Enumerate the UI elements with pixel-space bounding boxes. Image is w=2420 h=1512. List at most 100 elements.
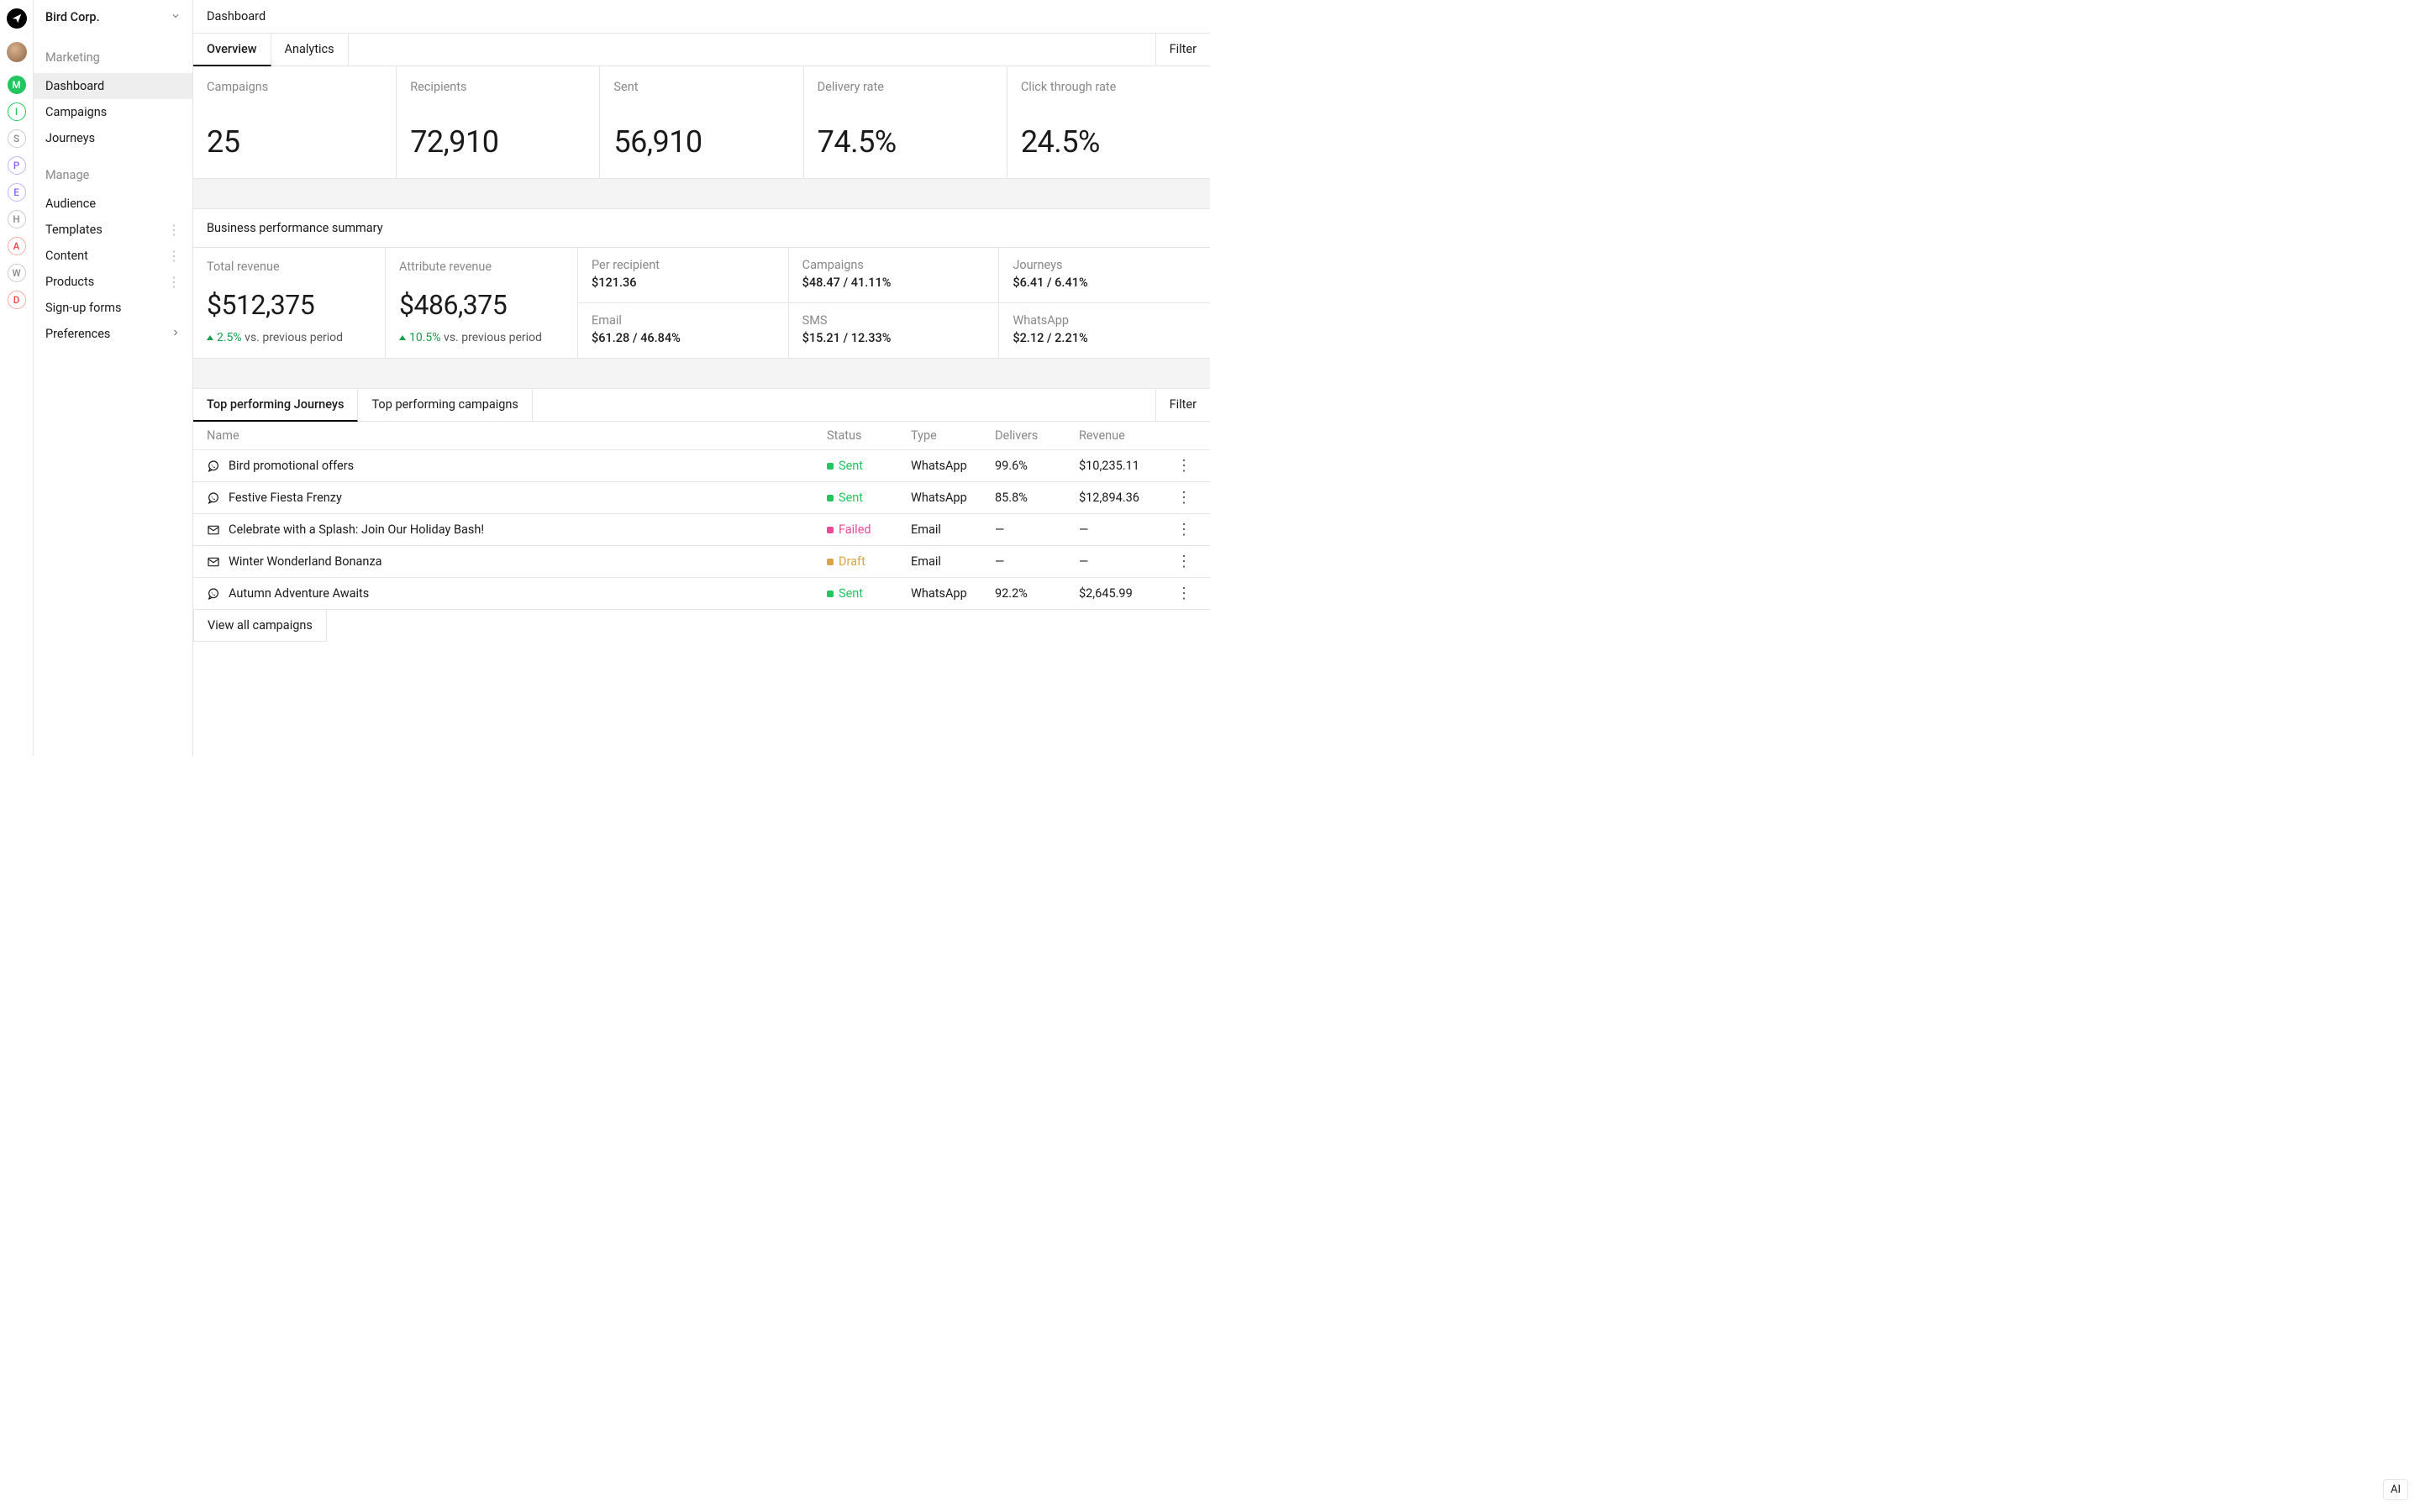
triangle-up-icon bbox=[207, 335, 213, 340]
rail-item-w[interactable]: W bbox=[8, 264, 26, 282]
table-tabs: Top performing JourneysTop performing ca… bbox=[193, 389, 1210, 422]
table-row[interactable]: Celebrate with a Splash: Join Our Holida… bbox=[193, 514, 1210, 546]
mini-card-email: Email $61.28 / 46.84% bbox=[578, 303, 789, 359]
row-more-icon[interactable]: ⋮ bbox=[1171, 459, 1197, 474]
row-status: Failed bbox=[827, 522, 911, 537]
stat-label: Recipients bbox=[410, 80, 586, 94]
sidebar-item-content[interactable]: Content ⋮ bbox=[34, 243, 192, 269]
sidebar-item-audience[interactable]: Audience bbox=[34, 191, 192, 217]
table-row[interactable]: Winter Wonderland BonanzaDraftEmail——⋮ bbox=[193, 546, 1210, 578]
sidebar-item-journeys[interactable]: Journeys bbox=[34, 125, 192, 151]
row-revenue: — bbox=[1079, 554, 1171, 569]
perf-value: $512,375 bbox=[207, 289, 371, 321]
sidebar-item-label: Sign-up forms bbox=[45, 301, 121, 315]
sidebar-item-sign-up-forms[interactable]: Sign-up forms bbox=[34, 295, 192, 321]
avatar[interactable] bbox=[7, 42, 27, 62]
more-icon[interactable]: ⋮ bbox=[167, 222, 181, 238]
stat-value: 72,910 bbox=[410, 124, 586, 160]
rail-item-i[interactable]: I bbox=[8, 102, 26, 121]
mail-icon bbox=[207, 523, 220, 537]
sidebar-item-preferences[interactable]: Preferences bbox=[34, 321, 192, 347]
ai-badge[interactable]: AI bbox=[2383, 1479, 2408, 1500]
row-more-icon[interactable]: ⋮ bbox=[1171, 491, 1197, 506]
sidebar-item-label: Content bbox=[45, 249, 88, 263]
table-row[interactable]: Festive Fiesta FrenzySentWhatsApp85.8%$1… bbox=[193, 482, 1210, 514]
stats-row: Campaigns25Recipients72,910Sent56,910Del… bbox=[193, 66, 1210, 179]
perf-delta: 10.5% vs. previous period bbox=[399, 331, 564, 344]
row-more-icon[interactable]: ⋮ bbox=[1171, 522, 1197, 538]
mini-card-sms: SMS$15.21 / 12.33% bbox=[789, 303, 1000, 359]
stat-card-delivery-rate: Delivery rate74.5% bbox=[804, 66, 1007, 178]
stat-value: 24.5% bbox=[1021, 124, 1197, 160]
row-revenue: $2,645.99 bbox=[1079, 586, 1171, 601]
row-more-icon[interactable]: ⋮ bbox=[1171, 586, 1197, 601]
mini-value: $48.47 / 41.11% bbox=[802, 276, 986, 290]
mini-label: Campaigns bbox=[802, 258, 986, 272]
row-type: Email bbox=[911, 522, 995, 537]
table-row[interactable]: Autumn Adventure AwaitsSentWhatsApp92.2%… bbox=[193, 578, 1210, 610]
sidebar-section-title: Marketing bbox=[34, 34, 192, 73]
stat-label: Campaigns bbox=[207, 80, 382, 94]
row-more-icon[interactable]: ⋮ bbox=[1171, 554, 1197, 570]
rail-item-e[interactable]: E bbox=[8, 183, 26, 202]
stat-card-campaigns: Campaigns25 bbox=[193, 66, 397, 178]
stat-label: Click through rate bbox=[1021, 80, 1197, 94]
tab-top-performing-campaigns[interactable]: Top performing campaigns bbox=[358, 389, 532, 421]
sidebar-item-label: Preferences bbox=[45, 327, 110, 341]
row-type: WhatsApp bbox=[911, 586, 995, 601]
row-revenue: $12,894.36 bbox=[1079, 491, 1171, 505]
workspace-switcher[interactable]: Bird Corp. bbox=[34, 0, 192, 34]
tab-overview[interactable]: Overview bbox=[193, 34, 271, 66]
row-status: Sent bbox=[827, 491, 911, 505]
mini-value: $15.21 / 12.33% bbox=[802, 331, 986, 345]
view-all-campaigns-button[interactable]: View all campaigns bbox=[193, 610, 327, 642]
rail-item-d[interactable]: D bbox=[8, 291, 26, 309]
filter-button[interactable]: Filter bbox=[1155, 389, 1210, 421]
rail-item-a[interactable]: A bbox=[8, 237, 26, 255]
sidebar-item-products[interactable]: Products ⋮ bbox=[34, 269, 192, 295]
row-delivers: 85.8% bbox=[995, 491, 1079, 505]
more-icon[interactable]: ⋮ bbox=[167, 274, 181, 290]
mini-label: Journeys bbox=[1013, 258, 1197, 272]
row-status: Sent bbox=[827, 586, 911, 601]
mini-card-campaigns: Campaigns $48.47 / 41.11% bbox=[789, 248, 1000, 303]
rail-item-m[interactable]: M bbox=[8, 76, 26, 94]
sidebar-item-dashboard[interactable]: Dashboard bbox=[34, 73, 192, 99]
brand-logo[interactable] bbox=[7, 8, 27, 29]
mini-card-per-recipient: Per recipient$121.36 bbox=[578, 248, 789, 303]
row-revenue: — bbox=[1079, 522, 1171, 537]
table-row[interactable]: Bird promotional offersSentWhatsApp99.6%… bbox=[193, 450, 1210, 482]
sidebar-item-campaigns[interactable]: Campaigns bbox=[34, 99, 192, 125]
sidebar-item-label: Products bbox=[45, 275, 94, 289]
tab-top-performing-journeys[interactable]: Top performing Journeys bbox=[193, 389, 358, 422]
rail-item-h[interactable]: H bbox=[8, 210, 26, 228]
perf-value: $486,375 bbox=[399, 289, 564, 321]
section-divider bbox=[193, 179, 1210, 209]
more-icon[interactable]: ⋮ bbox=[167, 248, 181, 264]
rail-item-p[interactable]: P bbox=[8, 156, 26, 175]
stat-value: 74.5% bbox=[818, 124, 993, 160]
sidebar-item-templates[interactable]: Templates⋮ bbox=[34, 217, 192, 243]
perf-card-attribute-revenue: Attribute revenue$486,37510.5% vs. previ… bbox=[386, 248, 578, 358]
whatsapp-icon bbox=[207, 459, 220, 473]
table-header: Name Status Type Delivers Revenue bbox=[193, 422, 1210, 450]
row-status: Sent bbox=[827, 459, 911, 473]
rail-item-s[interactable]: S bbox=[8, 129, 26, 148]
col-type: Type bbox=[911, 428, 995, 443]
tab-analytics[interactable]: Analytics bbox=[271, 34, 349, 66]
performance-section-title: Business performance summary bbox=[193, 209, 1210, 248]
mini-value: $61.28 / 46.84% bbox=[592, 331, 775, 345]
stat-card-click-through-rate: Click through rate 24.5% bbox=[1007, 66, 1210, 178]
sidebar-section-title: Manage bbox=[34, 151, 192, 191]
row-type: WhatsApp bbox=[911, 459, 995, 473]
row-type: Email bbox=[911, 554, 995, 569]
filter-button[interactable]: Filter bbox=[1155, 34, 1210, 66]
stat-value: 56,910 bbox=[613, 124, 789, 160]
row-name: Celebrate with a Splash: Join Our Holida… bbox=[229, 522, 484, 537]
col-name: Name bbox=[207, 428, 827, 443]
row-status: Draft bbox=[827, 554, 911, 569]
row-name: Bird promotional offers bbox=[229, 459, 354, 473]
triangle-up-icon bbox=[399, 335, 406, 340]
mini-label: Email bbox=[592, 313, 775, 328]
perf-delta: 2.5% vs. previous period bbox=[207, 331, 371, 344]
